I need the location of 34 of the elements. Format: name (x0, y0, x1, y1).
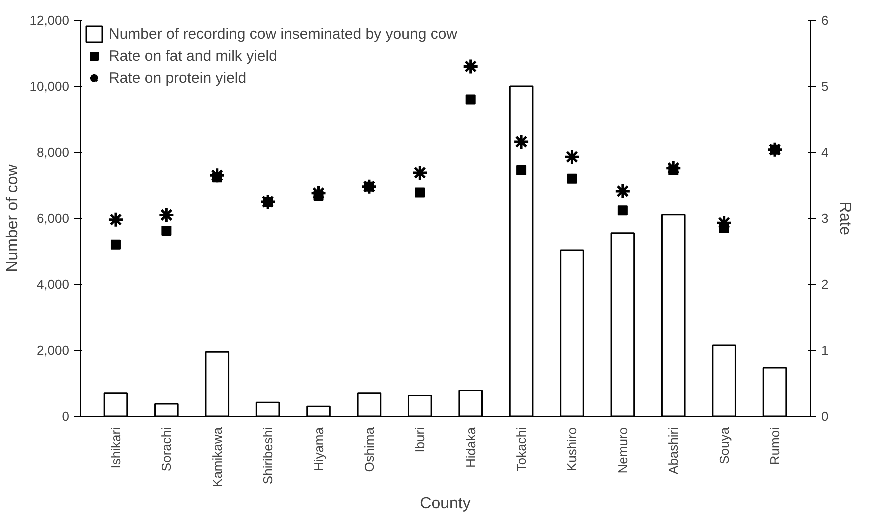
y-tick-label: 6,000 (36, 211, 70, 226)
y-axis-title: Number of cow (4, 164, 22, 272)
legend-label: Rate on protein yield (109, 70, 248, 86)
y2-axis-title: Rate (836, 202, 854, 236)
x-tick-label: Abashiri (666, 427, 682, 474)
y-tick-label: 4,000 (36, 277, 70, 292)
x-tick-label: Hiyama (311, 426, 326, 472)
x-tick-label: Hidaka (463, 426, 478, 468)
x-tick-label: Iburi (412, 427, 428, 453)
y2-tick-label: 5 (822, 79, 829, 94)
x-tick-label: Souya (716, 426, 732, 464)
x-tick-label: Sorachi (159, 427, 174, 472)
y2-tick-label: 1 (822, 343, 829, 358)
x-tick-label: Kushiro (564, 428, 580, 472)
y2-tick-label: 2 (822, 277, 829, 292)
y-tick-label: 8,000 (36, 145, 70, 160)
x-tick-label: Tokachi (514, 427, 530, 472)
x-tick-label: Rumoi (768, 427, 783, 466)
y-tick-label: 2,000 (36, 343, 70, 358)
x-tick-label: Ishikari (108, 427, 124, 469)
legend-label: Rate on fat and milk yield (109, 48, 278, 64)
x-tick-label: Shiribeshi (260, 427, 276, 485)
x-tick-label: Kamikawa (210, 426, 225, 488)
x-tick-label: Nemuro (615, 427, 630, 474)
y2-tick-label: 0 (822, 409, 829, 424)
legend-label: Number of recording cow inseminated by young cow (109, 26, 458, 42)
y-tick-label: 12,000 (30, 13, 70, 28)
x-tick-label: Oshima (362, 426, 377, 472)
y2-tick-label: 4 (822, 145, 829, 160)
y-tick-label: 0 (62, 409, 70, 424)
y-tick-label: 10,000 (30, 79, 70, 94)
y2-tick-label: 6 (822, 13, 829, 28)
y2-tick-label: 3 (822, 211, 829, 226)
x-axis-title: County (420, 495, 471, 512)
